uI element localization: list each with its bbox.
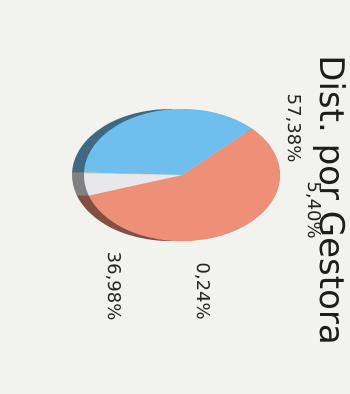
pie-top-group [84, 109, 280, 241]
data-label-cef: 36,98% [103, 252, 124, 321]
chart-rotated-group: Dist. por Gestora 57,38% 5,40% 0,24% 36,98%… [72, 55, 350, 345]
data-label-bb-dtvm: 57,38% [283, 94, 304, 163]
data-label-rbi: 0,24% [192, 262, 213, 319]
pie-slice-depth-rbi [72, 172, 85, 174]
pie-slice-depth-cef [72, 109, 252, 173]
pie-labels-group: 57,38% 5,40% 0,24% 36,98% [103, 94, 324, 321]
pie-slice-vp [84, 173, 182, 196]
pie-slice-cef [84, 109, 252, 175]
chart-title: Dist. por Gestora [311, 55, 350, 344]
pie-slice-depth-vp [72, 173, 89, 196]
pie-slice-bb-dtvm [88, 128, 280, 241]
pie-slice-rbi [84, 172, 182, 175]
data-label-vp: 5,40% [303, 181, 324, 238]
